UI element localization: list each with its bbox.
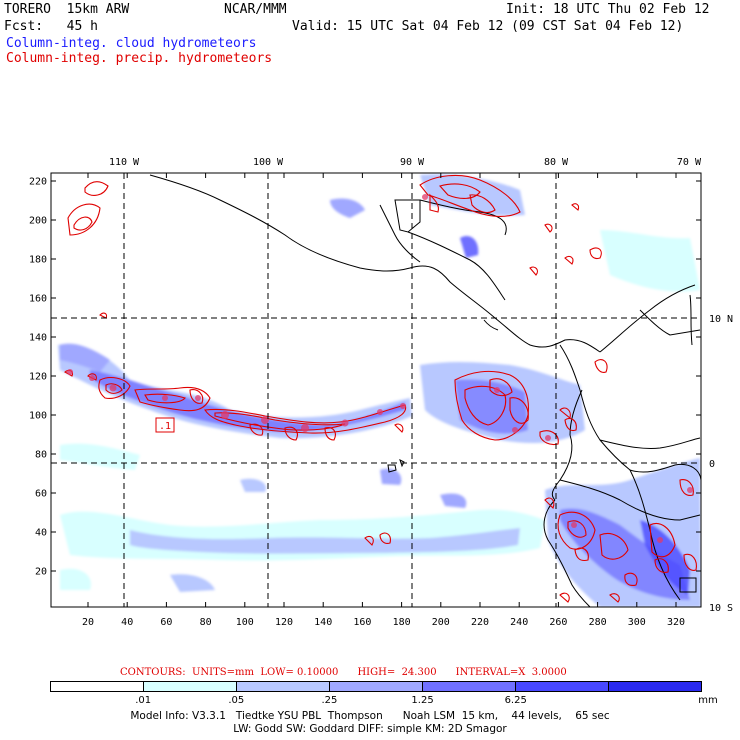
x-tick-label: 260 (549, 617, 567, 628)
init-time: Init: 18 UTC Thu 02 Feb 12 (506, 2, 710, 17)
colorbar-swatch (330, 682, 423, 691)
colorbar-swatch (609, 682, 701, 691)
forecast-hour: Fcst: 45 h (4, 19, 98, 34)
colorbar-label: 1.25 (411, 695, 434, 706)
y-tick-label: 160 (29, 294, 47, 305)
colorbar-label: .01 (135, 695, 152, 706)
longitude-label: 100 W (253, 157, 284, 168)
colorbar-swatch (516, 682, 609, 691)
lat-lon-grid (51, 173, 701, 607)
contours-info: CONTOURS: UNITS=mm LOW= 0.10000 HIGH= 24… (120, 667, 567, 678)
y-tick-label: 120 (29, 372, 47, 383)
y-tick-label: 180 (29, 255, 47, 266)
latitude-label: 0 (709, 459, 715, 470)
valid-time: Valid: 15 UTC Sat 04 Feb 12 (09 CST Sat … (292, 19, 684, 34)
colorbar-swatch (51, 682, 144, 691)
precip-contours (64, 174, 697, 603)
latitude-label: 10 N (709, 314, 733, 325)
x-tick-label: 180 (393, 617, 411, 628)
colorbar-label: .25 (321, 695, 338, 706)
x-tick-label: 200 (432, 617, 450, 628)
low-marker-box (155, 417, 175, 433)
y-tick-label: 140 (29, 333, 47, 344)
x-tick-label: 140 (314, 617, 332, 628)
low-marker-label: .1 (159, 421, 171, 432)
field-label-precip: Column-integ. precip. hydrometeors (6, 51, 273, 66)
colorbar-label: .05 (228, 695, 245, 706)
x-tick-label: 240 (510, 617, 528, 628)
y-tick-label: 220 (29, 177, 47, 188)
x-tick-label: 100 (236, 617, 254, 628)
axis-ticks (51, 173, 701, 607)
x-tick-label: 120 (275, 617, 293, 628)
y-tick-label: 100 (29, 411, 47, 422)
model-title: TORERO 15km ARW (4, 2, 130, 17)
x-tick-label: 300 (628, 617, 646, 628)
colorbar-label: 6.25 (504, 695, 527, 706)
x-tick-label: 40 (121, 617, 133, 628)
colorbar-units: mm (698, 695, 718, 706)
map-frame (50, 172, 702, 608)
colorbar-swatch (423, 682, 516, 691)
x-tick-label: 160 (353, 617, 371, 628)
x-tick-label: 80 (200, 617, 212, 628)
field-label-cloud: Column-integ. cloud hydrometeors (6, 36, 257, 51)
y-tick-label: 60 (35, 489, 47, 500)
y-tick-label: 40 (35, 528, 47, 539)
precip-cores (67, 194, 693, 543)
y-tick-label: 20 (35, 567, 47, 578)
colorbar (50, 681, 702, 692)
longitude-label: 80 W (544, 157, 569, 168)
cloud-shading (58, 174, 701, 607)
coastlines (149, 174, 701, 607)
x-tick-label: 60 (160, 617, 172, 628)
center-label: NCAR/MMM (224, 2, 287, 17)
x-tick-label: 20 (82, 617, 94, 628)
longitude-label: 70 W (677, 157, 702, 168)
x-tick-label: 280 (589, 617, 607, 628)
colorbar-swatch (144, 682, 237, 691)
model-info-line2: LW: Godd SW: Goddard DIFF: simple KM: 2D… (233, 723, 507, 735)
colorbar-swatch (237, 682, 330, 691)
longitude-label: 90 W (400, 157, 425, 168)
y-tick-label: 80 (35, 450, 47, 461)
latitude-label: 10 S (709, 603, 733, 614)
high-marker-box (679, 577, 697, 593)
x-tick-label: 320 (667, 617, 685, 628)
model-info-line1: Model Info: V3.3.1 Tiedtke YSU PBL Thomp… (130, 710, 610, 722)
x-tick-label: 220 (471, 617, 489, 628)
y-tick-label: 200 (29, 216, 47, 227)
longitude-label: 110 W (109, 157, 140, 168)
